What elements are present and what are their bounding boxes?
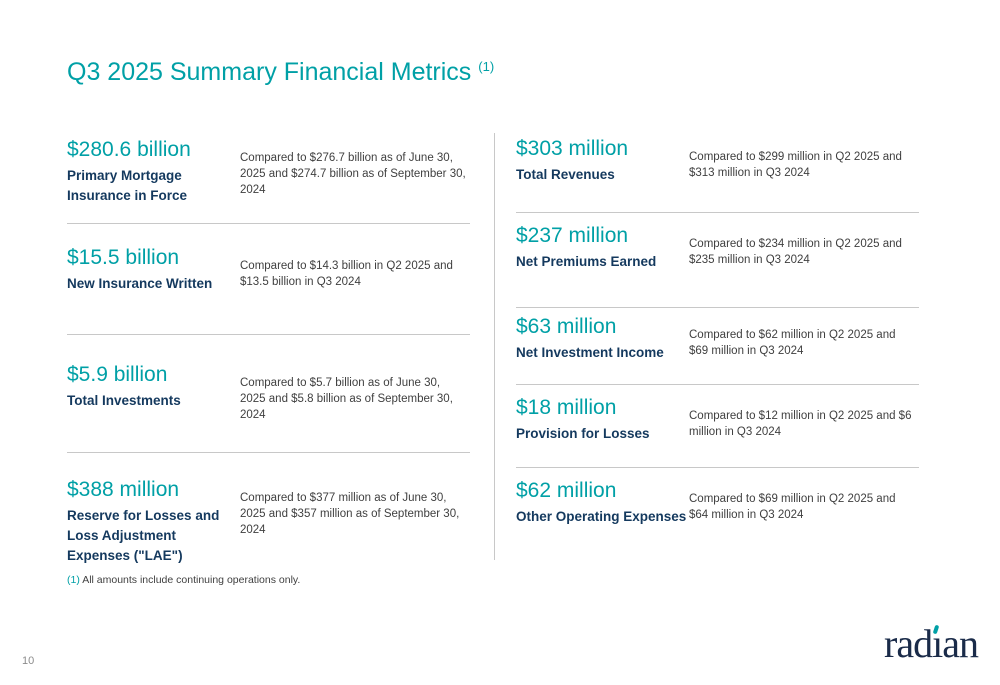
- metric-label: New Insurance Written: [67, 276, 213, 291]
- metrics-column-left: $280.6 billion Primary Mortgage Insuranc…: [67, 134, 470, 566]
- metric-comparison: Compared to $69 million in Q2 2025 and $…: [689, 493, 896, 521]
- metrics-column-right: $303 million Total Revenues Compared to …: [516, 134, 919, 527]
- title-footnote-ref: (1): [478, 59, 495, 74]
- metric-primary-mortgage-insurance-in-force: $280.6 billion Primary Mortgage Insuranc…: [67, 134, 470, 224]
- metric-main: $388 million Reserve for Losses and Loss…: [67, 478, 240, 566]
- metric-label: Total Investments: [67, 393, 181, 408]
- metric-comparison: Compared to $14.3 billion in Q2 2025 and…: [240, 260, 453, 288]
- logo-text-pre: rad: [884, 621, 933, 666]
- metric-main: $303 million Total Revenues: [516, 137, 689, 185]
- page-title: Q3 2025 Summary Financial Metrics (1): [67, 58, 494, 87]
- metric-comparison: Compared to $276.7 billion as of June 30…: [240, 152, 466, 196]
- metric-label: Net Premiums Earned: [516, 254, 657, 269]
- metric-main: $18 million Provision for Losses: [516, 396, 689, 444]
- metric-comparison: Compared to $12 million in Q2 2025 and $…: [689, 410, 912, 438]
- metric-main: $237 million Net Premiums Earned: [516, 224, 689, 272]
- metric-value: $303 million: [516, 137, 629, 160]
- metric-net-premiums-earned: $237 million Net Premiums Earned Compare…: [516, 213, 919, 308]
- metric-value: $15.5 billion: [67, 246, 180, 269]
- page-number: 10: [22, 655, 35, 667]
- metric-main: $15.5 billion New Insurance Written: [67, 246, 240, 294]
- metric-reserve-for-losses-and-lae: $388 million Reserve for Losses and Loss…: [67, 453, 470, 566]
- metric-main: $5.9 billion Total Investments: [67, 363, 240, 411]
- metric-net-investment-income: $63 million Net Investment Income Compar…: [516, 308, 919, 385]
- metric-provision-for-losses: $18 million Provision for Losses Compare…: [516, 385, 919, 468]
- metric-value: $388 million: [67, 478, 180, 501]
- metric-label: Net Investment Income: [516, 345, 664, 360]
- logo-text-post: an: [942, 621, 979, 666]
- metric-main: $62 million Other Operating Expenses: [516, 479, 689, 527]
- footnote-text: All amounts include continuing operation…: [82, 574, 301, 586]
- metric-value: $280.6 billion: [67, 138, 191, 161]
- metric-label: Reserve for Losses and Loss Adjustment E…: [67, 508, 220, 563]
- metric-comparison: Compared to $234 million in Q2 2025 and …: [689, 238, 902, 266]
- metric-label: Provision for Losses: [516, 426, 650, 441]
- metric-value: $18 million: [516, 396, 617, 419]
- metric-comparison: Compared to $62 million in Q2 2025 and $…: [689, 329, 896, 357]
- metric-total-revenues: $303 million Total Revenues Compared to …: [516, 134, 919, 213]
- metric-comparison: Compared to $299 million in Q2 2025 and …: [689, 151, 902, 179]
- metric-value: $63 million: [516, 315, 617, 338]
- metric-value: $62 million: [516, 479, 617, 502]
- metric-main: $63 million Net Investment Income: [516, 315, 689, 363]
- metric-comparison: Compared to $5.7 billion as of June 30, …: [240, 377, 453, 421]
- metric-main: $280.6 billion Primary Mortgage Insuranc…: [67, 138, 240, 206]
- metric-label: Primary Mortgage Insurance in Force: [67, 168, 188, 203]
- metric-value: $5.9 billion: [67, 363, 168, 386]
- column-divider: [494, 133, 495, 560]
- metric-label: Total Revenues: [516, 167, 615, 182]
- metric-label: Other Operating Expenses: [516, 509, 687, 524]
- metric-value: $237 million: [516, 224, 629, 247]
- radian-logo: rad ıan: [884, 621, 979, 666]
- footnote-marker: (1): [67, 574, 80, 586]
- metric-other-operating-expenses: $62 million Other Operating Expenses Com…: [516, 468, 919, 527]
- footnote: (1) All amounts include continuing opera…: [67, 574, 300, 586]
- page-title-text: Q3 2025 Summary Financial Metrics: [67, 58, 472, 86]
- metric-comparison: Compared to $377 million as of June 30, …: [240, 492, 460, 536]
- metric-new-insurance-written: $15.5 billion New Insurance Written Comp…: [67, 224, 470, 335]
- metric-total-investments: $5.9 billion Total Investments Compared …: [67, 335, 470, 453]
- logo-letter-i: ı: [932, 621, 943, 666]
